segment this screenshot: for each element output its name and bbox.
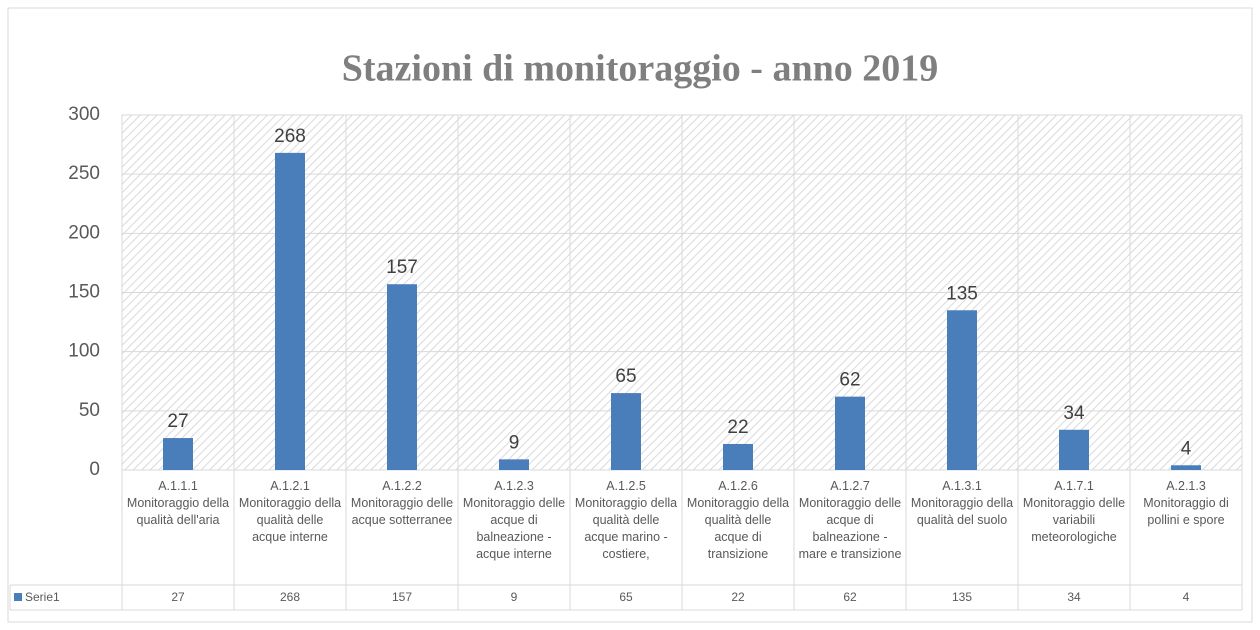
x-tick-label: A.1.2.6 Monitoraggio della qualità delle… — [686, 479, 790, 561]
table-value: 22 — [731, 590, 745, 604]
bar — [835, 396, 865, 470]
x-tick-label: A.1.2.2 Monitoraggio delle acque sotterr… — [350, 479, 454, 527]
bar — [947, 310, 977, 470]
table-value: 34 — [1067, 590, 1081, 604]
x-tick-label: A.1.3.1 Monitoraggio della qualità del s… — [910, 479, 1014, 527]
table-value: 27 — [171, 590, 185, 604]
y-tick-label: 100 — [68, 341, 100, 362]
chart-border — [7, 7, 1253, 623]
x-tick-label: A.2.1.3 Monitoraggio di pollini e spore — [1143, 479, 1229, 527]
x-tick-label: A.1.2.1 Monitoraggio della qualità delle… — [238, 479, 342, 544]
bar — [275, 152, 305, 470]
x-tick-label: A.1.2.3 Monitoraggio delle acque di baln… — [462, 479, 566, 561]
bar — [1059, 429, 1089, 470]
table-value: 62 — [843, 590, 857, 604]
bar — [1171, 465, 1201, 470]
legend-key — [14, 593, 22, 601]
y-tick-label: 200 — [68, 222, 100, 243]
table-value: 157 — [392, 590, 412, 604]
data-label: 268 — [274, 126, 306, 147]
y-tick-label: 150 — [68, 282, 100, 303]
data-label: 22 — [727, 417, 748, 438]
bar — [163, 438, 193, 470]
table-value: 65 — [619, 590, 633, 604]
y-tick-label: 300 — [68, 104, 100, 125]
x-tick-label: A.1.2.7 Monitoraggio delle acque di baln… — [798, 479, 902, 561]
x-tick-label: A.1.2.5 Monitoraggio della qualità delle… — [574, 479, 678, 561]
x-tick-label: A.1.7.1 Monitoraggio delle variabili met… — [1022, 479, 1126, 544]
data-label: 34 — [1063, 403, 1085, 424]
bar — [499, 459, 529, 470]
bar — [611, 393, 641, 470]
data-label: 157 — [386, 257, 418, 278]
table-value: 9 — [511, 590, 518, 604]
x-tick-label: A.1.1.1 Monitoraggio della qualità dell'… — [126, 479, 230, 527]
y-tick-label: 50 — [79, 400, 100, 421]
y-tick-label: 250 — [68, 163, 100, 184]
bar — [387, 284, 417, 470]
table-value: 268 — [280, 590, 300, 604]
table-value: 4 — [1183, 590, 1190, 604]
table-value: 135 — [952, 590, 972, 604]
y-tick-label: 0 — [89, 459, 100, 480]
data-label: 27 — [167, 411, 188, 432]
data-label: 9 — [509, 432, 520, 453]
data-label: 135 — [946, 283, 978, 304]
legend-label: Serie1 — [25, 590, 60, 604]
chart-title: Stazioni di monitoraggio - anno 2019 — [342, 48, 938, 90]
data-label: 65 — [615, 366, 636, 387]
data-label: 4 — [1181, 438, 1192, 459]
bar — [723, 443, 753, 470]
data-label: 62 — [839, 370, 860, 391]
